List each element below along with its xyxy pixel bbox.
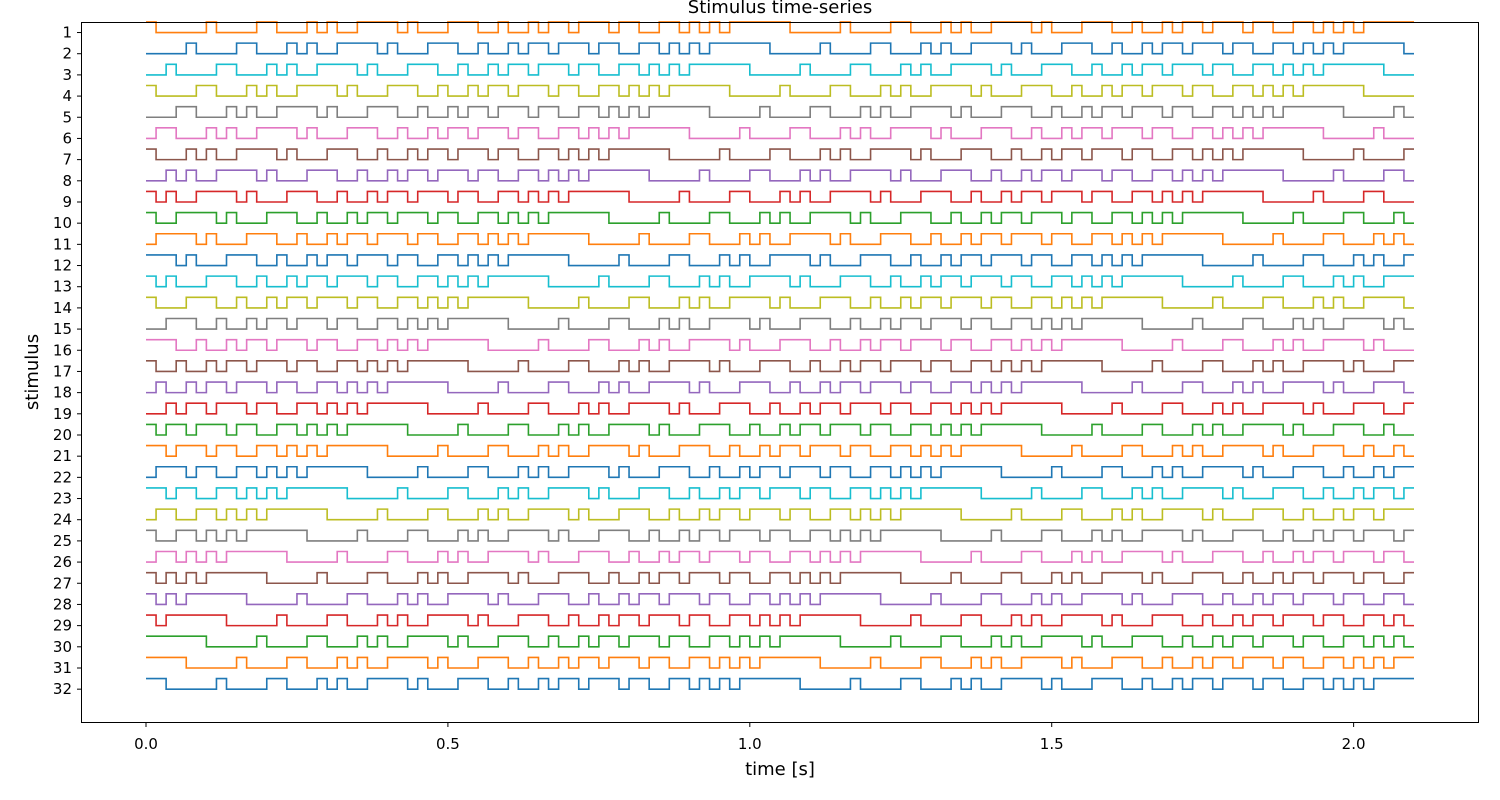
trace-stimulus-29 — [146, 614, 1414, 627]
trace-stimulus-7 — [146, 148, 1414, 161]
trace-stimulus-22 — [146, 465, 1414, 479]
trace-stimulus-28 — [146, 593, 1414, 606]
trace-stimulus-20 — [146, 423, 1414, 436]
trace-stimulus-3 — [146, 63, 1414, 76]
y-tick-label: 1 — [62, 24, 72, 42]
y-tick-label: 14 — [53, 299, 72, 317]
trace-stimulus-8 — [146, 169, 1414, 182]
y-axis-ticks: 1234567891011121314151617181920212223242… — [53, 24, 82, 698]
trace-stimulus-14 — [146, 296, 1414, 309]
y-tick-label: 4 — [62, 87, 72, 105]
y-tick-label: 19 — [53, 405, 72, 423]
x-axis-label: time [s] — [745, 759, 815, 780]
y-tick-label: 22 — [53, 468, 72, 486]
y-tick-label: 6 — [62, 129, 72, 147]
y-tick-label: 26 — [53, 553, 72, 571]
y-tick-label: 23 — [53, 490, 72, 508]
trace-stimulus-26 — [146, 550, 1414, 563]
y-tick-label: 28 — [53, 595, 72, 613]
y-tick-label: 2 — [62, 45, 72, 63]
trace-stimulus-13 — [146, 275, 1414, 288]
trace-stimulus-24 — [146, 508, 1414, 521]
chart-title: Stimulus time-series — [688, 0, 872, 18]
y-tick-label: 27 — [53, 574, 72, 592]
trace-stimulus-31 — [146, 656, 1414, 669]
y-tick-label: 24 — [53, 511, 72, 529]
y-tick-label: 3 — [62, 66, 72, 84]
x-tick-label: 1.5 — [1040, 735, 1064, 753]
y-tick-label: 31 — [53, 659, 72, 677]
y-tick-label: 12 — [53, 257, 72, 275]
trace-stimulus-15 — [146, 317, 1414, 330]
x-tick-label: 0.0 — [134, 735, 158, 753]
x-tick-label: 0.5 — [436, 735, 460, 753]
trace-stimulus-5 — [146, 105, 1414, 119]
trace-stimulus-10 — [146, 211, 1414, 224]
y-tick-label: 7 — [62, 151, 72, 169]
y-tick-label: 5 — [62, 108, 72, 126]
x-axis-ticks: 0.0 0.5 1.0 1.5 2.0 — [134, 722, 1366, 753]
trace-stimulus-11 — [146, 232, 1414, 246]
trace-stimulus-27 — [146, 571, 1414, 585]
trace-stimulus-21 — [146, 444, 1414, 457]
trace-stimulus-32 — [146, 677, 1414, 690]
trace-stimulus-12 — [146, 254, 1414, 267]
y-tick-label: 20 — [53, 426, 72, 444]
y-tick-label: 11 — [53, 235, 72, 253]
trace-stimulus-23 — [146, 487, 1414, 500]
x-tick-label: 2.0 — [1342, 735, 1366, 753]
y-tick-label: 18 — [53, 384, 72, 402]
traces-layer — [146, 21, 1414, 690]
y-tick-label: 16 — [53, 341, 72, 359]
y-tick-label: 25 — [53, 532, 72, 550]
y-tick-label: 30 — [53, 638, 72, 656]
trace-stimulus-30 — [146, 635, 1414, 648]
trace-stimulus-4 — [146, 84, 1414, 97]
y-tick-label: 10 — [53, 214, 72, 232]
y-tick-label: 17 — [53, 362, 72, 380]
y-tick-label: 9 — [62, 193, 72, 211]
y-axis-label: stimulus — [22, 334, 43, 410]
trace-stimulus-9 — [146, 190, 1414, 203]
x-tick-label: 1.0 — [738, 735, 762, 753]
trace-stimulus-1 — [146, 21, 1414, 34]
y-tick-label: 8 — [62, 172, 72, 190]
y-tick-label: 15 — [53, 320, 72, 338]
trace-stimulus-16 — [146, 338, 1414, 352]
trace-stimulus-19 — [146, 402, 1414, 415]
trace-stimulus-17 — [146, 360, 1414, 373]
y-tick-label: 13 — [53, 278, 72, 296]
plot-frame — [81, 22, 1479, 723]
trace-stimulus-2 — [146, 42, 1414, 55]
trace-stimulus-25 — [146, 529, 1414, 542]
y-tick-label: 21 — [53, 447, 72, 465]
trace-stimulus-18 — [146, 381, 1414, 394]
trace-stimulus-6 — [146, 127, 1414, 140]
y-tick-label: 32 — [53, 680, 72, 698]
y-tick-label: 29 — [53, 617, 72, 635]
